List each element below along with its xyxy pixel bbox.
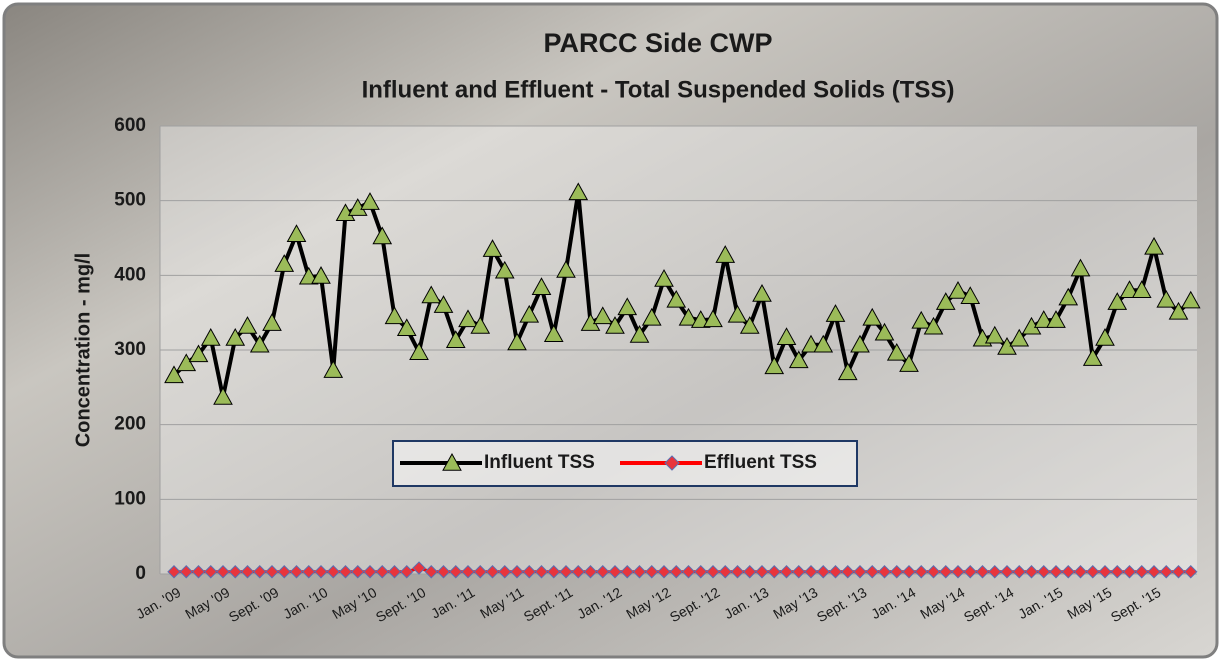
y-tick-label: 400 bbox=[114, 264, 146, 285]
page: {"chart_data": {"type": "line", "title":… bbox=[0, 0, 1222, 662]
y-tick-label: 100 bbox=[114, 488, 146, 509]
y-tick-label: 600 bbox=[114, 115, 146, 136]
y-tick-label: 200 bbox=[114, 414, 146, 435]
y-axis-title: Concentration - mg/l bbox=[72, 253, 94, 447]
y-tick-label: 0 bbox=[135, 563, 146, 584]
chart-title: PARCC Side CWP bbox=[543, 28, 772, 58]
chart-subtitle: Influent and Effluent - Total Suspended … bbox=[362, 76, 955, 103]
legend-label: Effluent TSS bbox=[704, 452, 817, 473]
y-tick-label: 300 bbox=[114, 339, 146, 360]
y-tick-label: 500 bbox=[114, 190, 146, 211]
legend: Influent TSS Effluent TSS bbox=[393, 441, 857, 486]
legend-label: Influent TSS bbox=[484, 452, 595, 473]
chart: PARCC Side CWP Influent and Effluent - T… bbox=[0, 0, 1222, 662]
